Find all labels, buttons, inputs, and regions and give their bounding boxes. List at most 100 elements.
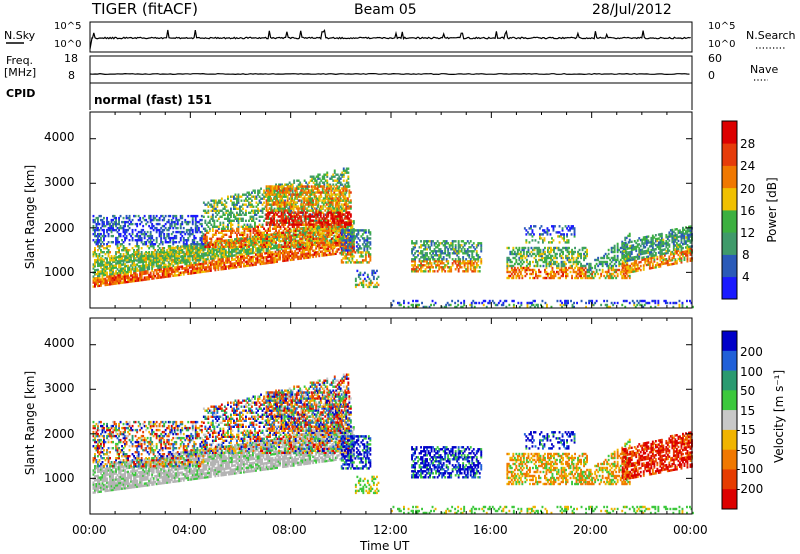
- power-cell: [206, 255, 209, 259]
- power-cell: [258, 244, 260, 248]
- power-cell: [185, 270, 188, 274]
- power-cell: [128, 266, 131, 269]
- power-cell: [276, 258, 278, 261]
- power-cell: [175, 266, 178, 269]
- power-cell: [235, 238, 238, 241]
- power-cell: [224, 255, 227, 258]
- power-cell: [103, 277, 105, 281]
- power-cell: [261, 240, 263, 243]
- power-cell: [279, 244, 281, 247]
- power-cell: [279, 258, 281, 261]
- power-cell: [277, 250, 280, 253]
- power-cell: [292, 232, 295, 235]
- power-cell: [270, 239, 273, 242]
- power-cell: [268, 241, 271, 244]
- power-cell: [226, 239, 229, 242]
- power-cell: [289, 248, 292, 252]
- power-cell: [140, 247, 143, 250]
- power-cell: [149, 230, 152, 234]
- power-cell: [267, 203, 269, 206]
- power-cell: [217, 264, 220, 267]
- power-cell: [124, 255, 126, 258]
- power-cell: [294, 239, 297, 242]
- power-cell: [146, 258, 149, 261]
- power-cell: [191, 247, 194, 251]
- power-cell: [104, 265, 107, 269]
- power-cell: [187, 270, 190, 273]
- power-cell: [182, 259, 185, 262]
- power-cell: [184, 252, 187, 256]
- power-cell: [167, 271, 170, 274]
- power-cell: [249, 250, 251, 253]
- power-cell: [253, 243, 256, 246]
- power-cell: [215, 254, 218, 258]
- power-cell: [187, 250, 190, 253]
- power-cell: [103, 280, 105, 283]
- power-cell: [252, 263, 254, 267]
- power-cell: [215, 260, 218, 264]
- power-cell: [238, 251, 241, 254]
- power-cell: [234, 238, 236, 241]
- power-cell: [158, 264, 161, 267]
- power-cell: [112, 276, 114, 280]
- power-cell: [154, 275, 157, 278]
- power-cell: [149, 273, 152, 276]
- power-cell: [95, 268, 98, 272]
- power-cell: [95, 260, 98, 264]
- power-cell: [125, 260, 128, 264]
- power-cell: [256, 249, 259, 252]
- power-cell: [106, 259, 108, 262]
- power-cell: [193, 253, 196, 257]
- power-cell: [101, 258, 104, 261]
- power-cell: [181, 214, 184, 218]
- power-cell: [184, 254, 187, 258]
- power-cell: [134, 267, 137, 271]
- power-cell: [163, 271, 166, 275]
- power-cell: [228, 259, 230, 262]
- power-cell: [107, 267, 110, 270]
- power-cell: [228, 249, 230, 252]
- power-cell: [211, 257, 214, 260]
- power-cell: [349, 205, 352, 208]
- power-cell: [265, 239, 268, 243]
- power-cell: [209, 265, 212, 268]
- power-cell: [151, 234, 154, 238]
- power-cell: [200, 256, 203, 260]
- power-cell: [254, 189, 256, 192]
- power-cell: [250, 242, 253, 245]
- power-cell: [229, 264, 232, 268]
- power-cell: [149, 271, 152, 274]
- power-cell: [148, 259, 151, 263]
- power-cell: [190, 264, 193, 267]
- power-cell: [223, 267, 226, 271]
- power-cell: [193, 251, 196, 255]
- power-cell: [274, 254, 277, 258]
- power-cell: [152, 271, 155, 274]
- power-cell: [124, 279, 126, 282]
- power-cell: [224, 249, 227, 252]
- power-cell: [116, 280, 119, 283]
- power-cell: [196, 241, 199, 244]
- power-cell: [245, 219, 247, 222]
- power-cell: [238, 259, 241, 262]
- power-cell: [278, 243, 280, 246]
- power-cell: [154, 261, 157, 264]
- power-cell: [139, 259, 142, 262]
- power-cell: [161, 274, 164, 277]
- power-cell: [157, 260, 160, 263]
- power-cell: [137, 253, 140, 256]
- power-cell: [160, 268, 163, 271]
- power-cell: [188, 272, 191, 275]
- power-cell: [245, 209, 247, 212]
- power-cell: [255, 261, 257, 264]
- power-cell: [273, 244, 275, 248]
- power-cell: [301, 227, 304, 230]
- power-cell: [106, 271, 108, 274]
- power-cell: [203, 268, 206, 271]
- power-cell: [256, 257, 259, 260]
- power-cell: [154, 255, 157, 258]
- power-cell: [237, 247, 239, 251]
- power-cell: [247, 244, 250, 247]
- power-cell: [134, 279, 137, 283]
- power-cell: [193, 265, 196, 269]
